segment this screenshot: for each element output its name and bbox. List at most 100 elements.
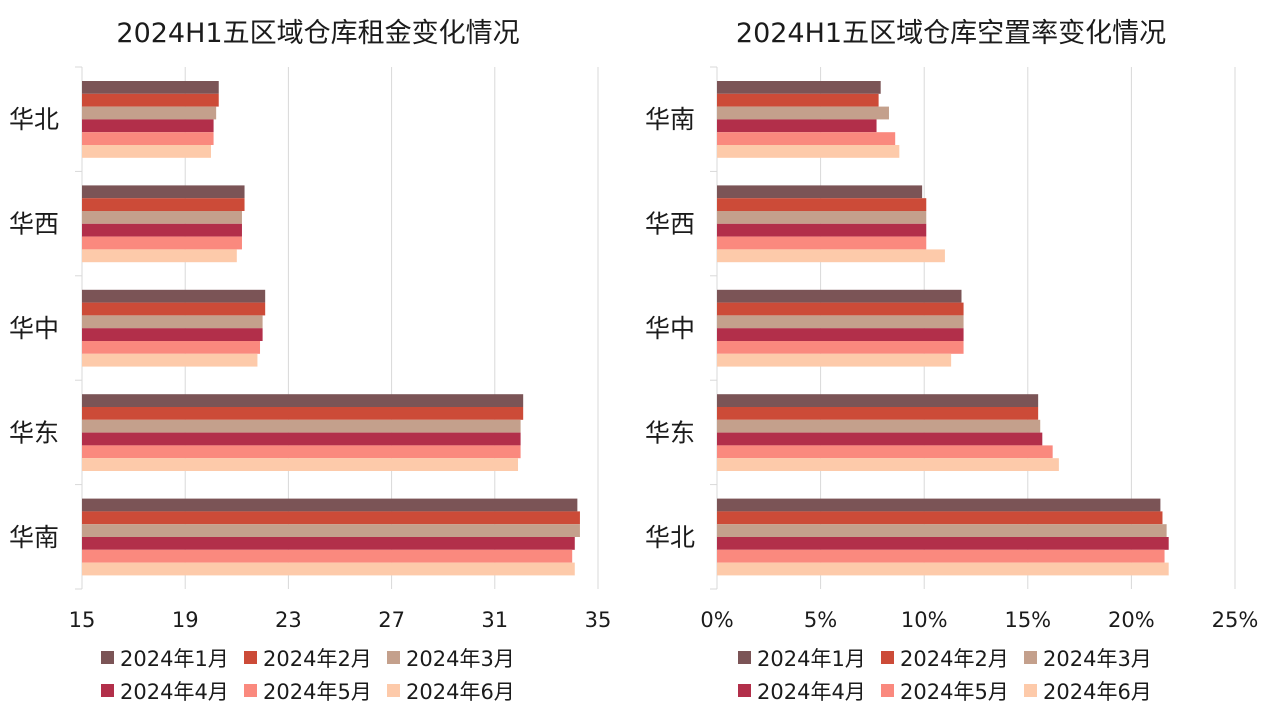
- rent-bar: [82, 353, 258, 367]
- rent-bar: [82, 81, 219, 94]
- rent-chart-title: 2024H1五区域仓库租金变化情况: [116, 18, 519, 49]
- vacancy-bar: [717, 145, 900, 158]
- rent-category-label: 华西: [9, 210, 59, 239]
- vacancy-category-label: 华中: [645, 314, 695, 343]
- vacancy-legend-label: 2024年6月: [1043, 680, 1152, 704]
- vacancy-legend-swatch: [1024, 651, 1037, 664]
- vacancy-bar: [717, 119, 877, 133]
- vacancy-bar: [717, 302, 964, 316]
- rent-category-label: 华东: [9, 418, 59, 447]
- rent-bar: [82, 236, 242, 250]
- rent-bar: [82, 93, 219, 107]
- rent-legend-label: 2024年2月: [263, 647, 372, 671]
- rent-bar: [82, 211, 242, 224]
- vacancy-legend-swatch: [738, 651, 751, 664]
- vacancy-bar: [717, 445, 1053, 459]
- rent-x-tick-label: 27: [378, 608, 405, 632]
- rent-bar: [82, 537, 575, 550]
- vacancy-legend-swatch: [738, 684, 751, 697]
- rent-bar: [82, 549, 573, 563]
- rent-bar: [82, 132, 214, 145]
- rent-bar: [82, 394, 524, 407]
- rent-bar: [82, 302, 266, 316]
- rent-bar: [82, 458, 519, 471]
- vacancy-bar: [717, 328, 964, 341]
- vacancy-bar: [717, 93, 879, 107]
- vacancy-bar: [717, 315, 964, 329]
- vacancy-legend-label: 2024年5月: [900, 680, 1009, 704]
- rent-x-tick-label: 15: [69, 608, 96, 632]
- vacancy-bar: [717, 236, 927, 250]
- rent-bar: [82, 524, 580, 537]
- vacancy-bar: [717, 211, 927, 224]
- rent-bar: [82, 328, 263, 341]
- rent-legend-swatch: [387, 684, 400, 697]
- rent-bar: [82, 106, 217, 120]
- vacancy-legend-swatch: [881, 651, 894, 664]
- rent-category-label: 华北: [9, 105, 59, 134]
- rent-bar: [82, 119, 214, 133]
- vacancy-bar: [717, 458, 1059, 471]
- vacancy-bar: [717, 185, 923, 199]
- vacancy-bar: [717, 407, 1039, 420]
- rent-bar: [82, 249, 237, 263]
- rent-bar: [82, 562, 575, 576]
- vacancy-category-label: 华南: [645, 105, 695, 134]
- rent-bar: [82, 445, 521, 459]
- vacancy-category-label: 华北: [645, 523, 695, 552]
- vacancy-legend-label: 2024年1月: [757, 647, 866, 671]
- vacancy-bar: [717, 289, 962, 303]
- vacancy-legend-label: 2024年3月: [1043, 647, 1152, 671]
- rent-x-tick-label: 35: [585, 608, 612, 632]
- rent-bar: [82, 407, 524, 420]
- vacancy-bar: [717, 498, 1161, 512]
- rent-x-tick-label: 23: [275, 608, 302, 632]
- rent-legend-label: 2024年6月: [406, 680, 515, 704]
- rent-x-tick-label: 19: [172, 608, 199, 632]
- vacancy-bar: [717, 432, 1043, 446]
- vacancy-x-tick-label: 25%: [1212, 608, 1259, 632]
- vacancy-category-label: 华西: [645, 210, 695, 239]
- vacancy-bar: [717, 106, 889, 120]
- rent-bar: [82, 145, 211, 158]
- rent-legend-swatch: [101, 651, 114, 664]
- rent-bar: [82, 198, 245, 211]
- vacancy-bar: [717, 394, 1039, 407]
- rent-bar: [82, 341, 261, 354]
- vacancy-bar: [717, 353, 952, 367]
- vacancy-bar: [717, 249, 945, 263]
- rent-legend-swatch: [101, 684, 114, 697]
- vacancy-bar: [717, 511, 1163, 525]
- vacancy-bar: [717, 537, 1169, 550]
- vacancy-x-tick-label: 10%: [901, 608, 948, 632]
- rent-bar: [82, 432, 521, 446]
- rent-bar: [82, 223, 242, 237]
- vacancy-x-tick-label: 20%: [1108, 608, 1155, 632]
- rent-legend-label: 2024年3月: [406, 647, 515, 671]
- rent-legend-swatch: [244, 651, 257, 664]
- rent-bar: [82, 289, 266, 303]
- rent-legend-swatch: [244, 684, 257, 697]
- rent-bar: [82, 419, 521, 433]
- vacancy-bar: [717, 549, 1165, 563]
- vacancy-bar: [717, 81, 881, 94]
- rent-category-label: 华南: [9, 523, 59, 552]
- rent-legend-label: 2024年5月: [263, 680, 372, 704]
- vacancy-chart-title: 2024H1五区域仓库空置率变化情况: [736, 18, 1166, 49]
- vacancy-bar: [717, 524, 1167, 537]
- vacancy-bar: [717, 341, 964, 354]
- vacancy-legend-swatch: [881, 684, 894, 697]
- rent-bar: [82, 498, 578, 512]
- rent-legend-swatch: [387, 651, 400, 664]
- vacancy-category-label: 华东: [645, 418, 695, 447]
- rent-bar: [82, 315, 263, 329]
- rent-category-label: 华中: [9, 314, 59, 343]
- vacancy-legend-label: 2024年2月: [900, 647, 1009, 671]
- vacancy-x-tick-label: 15%: [1004, 608, 1051, 632]
- vacancy-bar: [717, 419, 1041, 433]
- vacancy-bar: [717, 198, 927, 211]
- rent-x-tick-label: 31: [481, 608, 508, 632]
- rent-bar: [82, 511, 580, 525]
- vacancy-legend-label: 2024年4月: [757, 680, 866, 704]
